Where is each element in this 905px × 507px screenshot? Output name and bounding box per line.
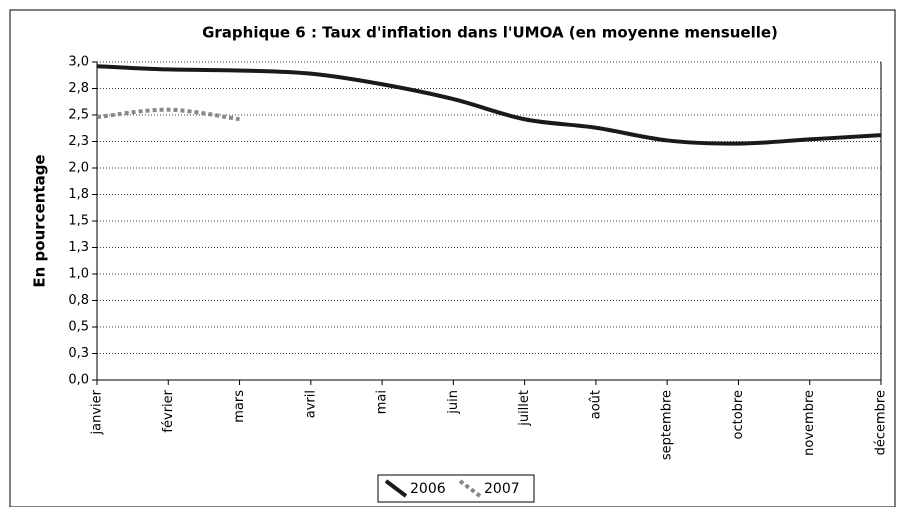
legend: 2006 2007 [377,474,535,503]
y-tick-label: 1,3 [68,240,89,255]
y-tick-label: 1,8 [68,187,89,202]
y-axis-label: En pourcentage [31,154,49,287]
legend-label: 2006 [410,481,446,497]
y-tick-label: 0,0 [68,373,89,388]
chart-title: Graphique 6 : Taux d'inflation dans l'UM… [202,24,778,42]
x-tick-label: février [161,389,176,432]
legend-box [377,474,535,503]
x-tick-label: janvier [90,389,105,435]
x-tick-label: novembre [802,390,817,456]
y-tick-label: 2,8 [68,81,89,96]
x-tick-label: avril [303,390,318,418]
y-tick-label: 0,8 [68,293,89,308]
y-tick-label: 0,3 [68,346,89,361]
x-tick-label: octobre [731,390,746,439]
series-line [96,64,882,146]
x-tick-label: juillet [517,390,532,427]
legend-label: 2007 [484,481,520,497]
x-tick-label: septembre [660,390,675,460]
y-tick-label: 0,5 [68,320,89,335]
y-tick-label: 3,0 [68,55,89,70]
x-tick-label: décembre [874,390,889,455]
x-tick-label: mars [232,390,247,423]
y-tick-label: 2,0 [68,161,89,176]
y-tick-label: 1,5 [68,214,89,229]
x-tick-label: juin [446,390,461,415]
x-tick-label: août [588,390,603,419]
series-line [96,107,240,122]
legend-swatch [384,479,408,498]
chart-frame [9,9,896,507]
x-tick-label: mai [375,390,390,414]
y-tick-label: 1,0 [68,267,89,282]
y-tick-label: 2,3 [68,134,89,149]
y-tick-label: 2,5 [68,108,89,123]
